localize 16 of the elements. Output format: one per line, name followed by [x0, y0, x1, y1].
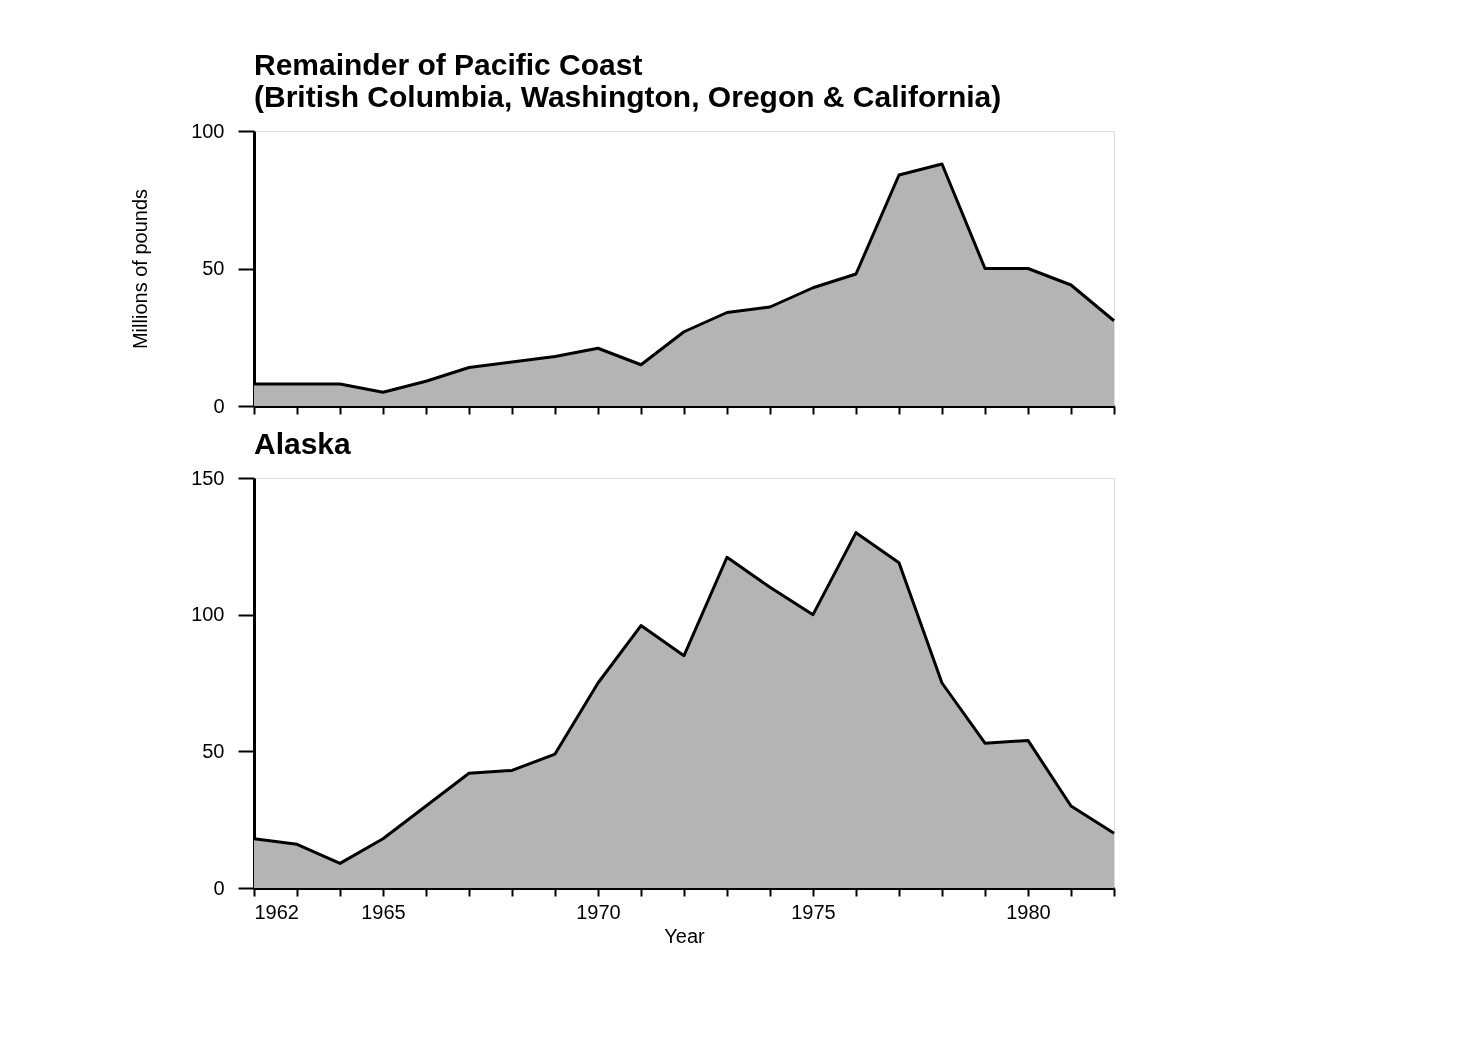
y-tick-label: 100 — [191, 119, 225, 142]
x-axis-title: Year — [664, 924, 706, 947]
y-tick-label: 0 — [213, 876, 225, 899]
x-tick-label: 1980 — [1006, 900, 1051, 923]
y-tick-label: 50 — [202, 739, 225, 762]
y-tick-label: 100 — [191, 603, 225, 626]
x-tick-label: 1970 — [576, 900, 621, 923]
y-tick-label: 0 — [213, 394, 225, 417]
chart-title: Remainder of Pacific Coast (British Columbia, Washington, Oregon & California) — [254, 48, 1002, 113]
x-tick-label: 1975 — [791, 900, 836, 923]
chart-title: Alaska — [254, 427, 352, 460]
y-tick-label: 50 — [202, 257, 225, 279]
y-tick-label: 150 — [191, 466, 225, 489]
x-tick-label: 1962 — [254, 900, 299, 923]
x-tick-label: 1965 — [361, 900, 406, 923]
y-axis-title: Millions of pounds — [129, 188, 152, 350]
